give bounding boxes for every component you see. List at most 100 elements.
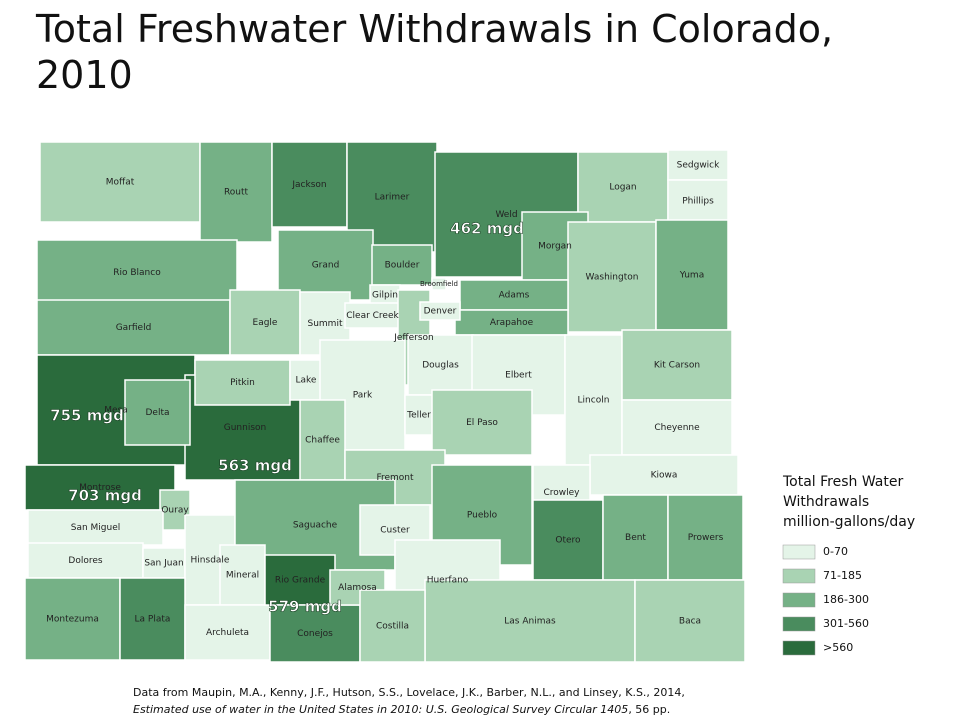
callout: 563 mgd xyxy=(218,457,292,475)
county xyxy=(667,149,729,181)
legend-swatch xyxy=(782,544,816,560)
county-label: Gilpin xyxy=(372,291,398,301)
county-label: Gunnison xyxy=(224,423,267,433)
title: Total Freshwater Withdrawals in Colorado… xyxy=(36,7,834,97)
county-label: Custer xyxy=(380,526,410,536)
county xyxy=(667,494,744,581)
county xyxy=(589,454,739,496)
county-label: Dolores xyxy=(68,556,102,566)
county xyxy=(36,239,238,306)
county xyxy=(39,141,201,223)
county-label: La Plata xyxy=(135,615,171,625)
county-label: Hinsdale xyxy=(191,556,230,566)
county-label: San Juan xyxy=(144,559,183,569)
county-label: Teller xyxy=(406,411,431,421)
county xyxy=(634,579,746,663)
county-label: Sedgwick xyxy=(677,161,720,171)
county-label: Kiowa xyxy=(651,471,678,481)
county xyxy=(229,289,301,356)
county xyxy=(289,359,323,401)
county-label: Kit Carson xyxy=(654,361,700,371)
county xyxy=(419,301,461,321)
county-label: Summit xyxy=(308,319,343,329)
county xyxy=(184,604,271,661)
source-text: Data from Maupin, M.A., Kenny, J.F., Hut… xyxy=(133,686,685,699)
county-label: Mineral xyxy=(226,571,259,581)
county-label: Delta xyxy=(145,408,169,418)
legend-label: 71-185 xyxy=(823,569,862,582)
county xyxy=(119,577,186,661)
county-label: Jefferson xyxy=(393,333,434,343)
legend-label: 301-560 xyxy=(823,617,869,630)
county-label: Yuma xyxy=(679,271,704,281)
legend-title: Withdrawals xyxy=(783,494,869,510)
legend-label: 0-70 xyxy=(823,545,848,558)
county-label: Routt xyxy=(224,188,249,198)
county xyxy=(36,299,231,356)
county-label: Conejos xyxy=(297,629,333,639)
county-label: Alamosa xyxy=(338,583,377,593)
county-label: Arapahoe xyxy=(490,318,534,328)
county xyxy=(431,389,533,456)
county xyxy=(655,219,729,331)
county-label: Las Animas xyxy=(504,617,556,627)
county-label: Jackson xyxy=(291,180,326,190)
legend-swatch xyxy=(782,568,816,584)
county xyxy=(277,229,374,301)
county-label: Moffat xyxy=(106,178,135,188)
county-label: Weld xyxy=(495,210,517,220)
county xyxy=(431,277,447,291)
map: Moffat Routt Jackson Larimer Weld Logan Sedgwi… xyxy=(24,141,915,663)
county-label: Lincoln xyxy=(578,396,610,406)
county-label: Elbert xyxy=(505,371,532,381)
county-label: Baca xyxy=(679,617,701,627)
county-label: Otero xyxy=(555,536,581,546)
county-label: Huerfano xyxy=(427,576,469,586)
source-pages: , 56 pp. xyxy=(628,703,671,716)
county-label: Eagle xyxy=(253,318,278,328)
county-label: Fremont xyxy=(376,473,414,483)
county xyxy=(24,464,176,511)
source-title: Estimated use of water in the United Sta… xyxy=(133,703,629,716)
county-label: Archuleta xyxy=(206,628,249,638)
county-label: Bent xyxy=(625,533,646,543)
county-label: Rio Blanco xyxy=(113,268,161,278)
county-label: Adams xyxy=(499,291,530,301)
county-label: Crowley xyxy=(543,488,580,498)
county-label: Morgan xyxy=(538,242,572,252)
legend-swatch xyxy=(782,640,816,656)
county xyxy=(621,399,733,456)
county xyxy=(567,221,657,333)
county-label: Larimer xyxy=(375,193,410,203)
legend-title: million-gallons/day xyxy=(783,514,915,530)
county xyxy=(27,509,164,546)
county-label: Lake xyxy=(296,376,317,386)
county xyxy=(27,542,144,579)
county-label: Boulder xyxy=(385,261,420,271)
legend-title: Total Fresh Water xyxy=(782,474,903,490)
legend-label: >560 xyxy=(823,641,853,654)
county-label: Saguache xyxy=(293,521,338,531)
legend-swatch xyxy=(782,592,816,608)
county-label: Costilla xyxy=(376,622,409,632)
legend-label: 186-300 xyxy=(823,593,869,606)
county-label: Clear Creek xyxy=(346,311,399,321)
county-label: Denver xyxy=(424,307,457,317)
county-label: Mesa xyxy=(104,406,128,416)
county xyxy=(454,309,569,336)
county-label: Chaffee xyxy=(305,436,340,446)
county xyxy=(667,179,729,223)
legend-swatch xyxy=(782,616,816,632)
county-label: Pitkin xyxy=(230,378,255,388)
county-label: Prowers xyxy=(688,533,724,543)
county-label: Montezuma xyxy=(46,615,99,625)
county-label: Pueblo xyxy=(467,511,498,521)
callout: 579 mgd xyxy=(268,598,342,616)
county xyxy=(424,579,636,663)
callout: 755 mgd xyxy=(50,407,124,425)
county xyxy=(24,577,121,661)
county xyxy=(577,151,669,223)
county xyxy=(219,544,266,606)
county xyxy=(564,334,623,466)
